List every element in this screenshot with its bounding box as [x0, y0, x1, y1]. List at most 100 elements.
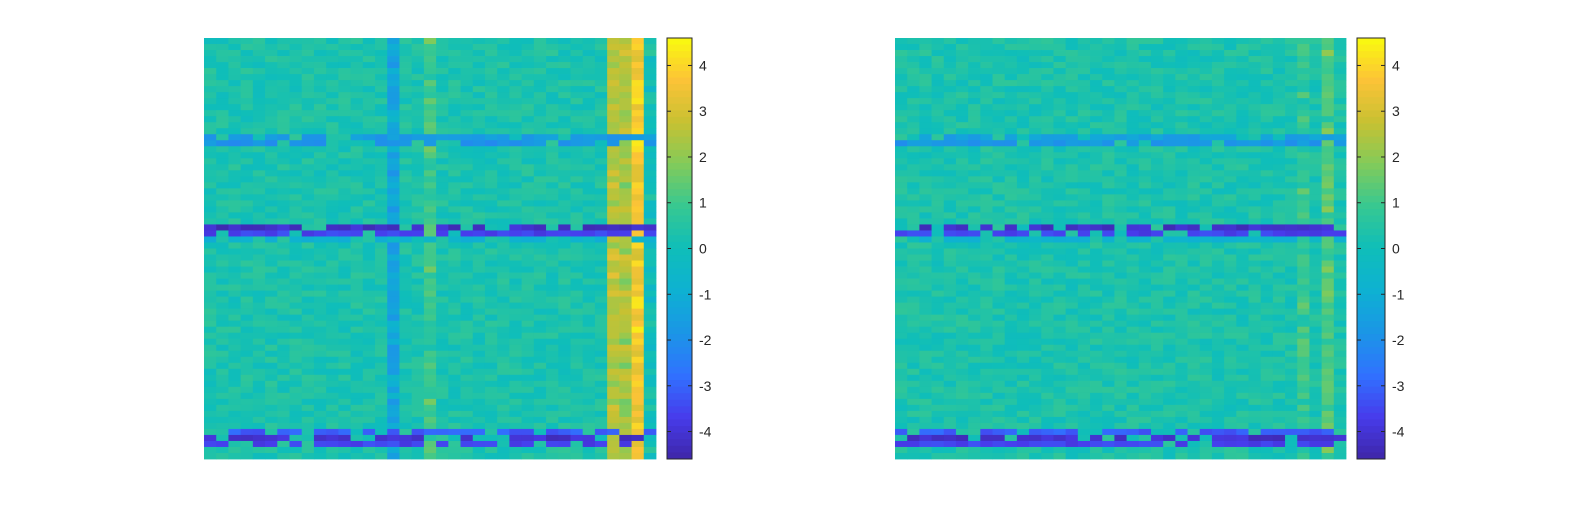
heatmap-cell	[607, 380, 620, 388]
heatmap-cell	[472, 188, 486, 195]
heatmap-cell	[338, 254, 351, 261]
heatmap-cell	[472, 356, 486, 364]
heatmap-cell	[362, 230, 376, 237]
heatmap-cell	[594, 44, 608, 51]
heatmap-cell	[643, 284, 657, 291]
heatmap-cell	[1090, 38, 1103, 45]
heatmap-cell	[1260, 350, 1274, 358]
heatmap-cell	[216, 302, 229, 310]
heatmap-cell	[313, 128, 327, 135]
heatmap-cell	[1211, 284, 1225, 291]
colorbar-segment	[667, 202, 692, 210]
heatmap-cell	[326, 68, 339, 75]
heatmap-cell	[619, 404, 632, 412]
heatmap-cell	[931, 176, 945, 183]
heatmap-cell	[570, 116, 584, 123]
heatmap-cell	[411, 230, 425, 237]
heatmap-cell	[387, 344, 400, 352]
heatmap-cell	[1297, 332, 1310, 340]
heatmap-cell	[472, 422, 486, 430]
heatmap-cell	[399, 194, 413, 201]
heatmap-cell	[423, 368, 437, 376]
heatmap-cell	[1297, 188, 1310, 195]
heatmap-cell	[1285, 170, 1298, 177]
heatmap-cell	[1248, 332, 1262, 340]
heatmap-cell	[1199, 350, 1213, 358]
heatmap-cell	[1224, 350, 1237, 358]
heatmap-cell	[228, 368, 242, 376]
heatmap-cell	[1211, 320, 1225, 328]
heatmap-cell	[643, 410, 657, 418]
heatmap-cell	[1175, 218, 1188, 225]
heatmap-cell	[301, 86, 315, 93]
heatmap-cell	[1333, 266, 1347, 273]
heatmap-cell	[1224, 152, 1237, 159]
heatmap-cell	[1150, 380, 1164, 388]
heatmap-cell	[1175, 374, 1188, 382]
heatmap-cell	[943, 170, 957, 177]
heatmap-cell	[1138, 146, 1152, 153]
heatmap-cell	[907, 368, 920, 376]
colorbar-segment	[667, 189, 692, 197]
heatmap-cell	[980, 104, 993, 111]
heatmap-cell	[301, 164, 315, 171]
heatmap-cell	[472, 284, 486, 291]
heatmap-cell	[326, 182, 339, 189]
heatmap-cell	[1029, 314, 1042, 322]
heatmap-cell	[228, 200, 242, 207]
heatmap-cell	[1041, 296, 1054, 304]
heatmap-cell	[375, 146, 388, 153]
heatmap-cell	[1041, 314, 1054, 322]
heatmap-cell	[265, 416, 278, 424]
heatmap-cell	[472, 272, 486, 279]
heatmap-cell	[1236, 326, 1249, 334]
heatmap-cell	[204, 104, 217, 111]
heatmap-cell	[631, 158, 645, 165]
heatmap-cell	[387, 356, 400, 364]
heatmap-cell	[204, 44, 217, 51]
heatmap-cell	[1297, 380, 1310, 388]
heatmap-cell	[436, 158, 449, 165]
heatmap-cell	[1090, 320, 1103, 328]
heatmap-cell	[1163, 212, 1176, 219]
heatmap-cell	[497, 200, 510, 207]
heatmap-cell	[570, 296, 584, 304]
heatmap-cell	[1272, 122, 1286, 129]
heatmap-cell	[1248, 368, 1262, 376]
heatmap-cell	[472, 452, 486, 460]
heatmap-cell	[980, 56, 993, 63]
heatmap-cell	[582, 80, 596, 87]
heatmap-cell	[1248, 116, 1262, 123]
heatmap-cell	[289, 128, 303, 135]
heatmap-cell	[252, 206, 266, 213]
heatmap-cell	[931, 230, 945, 237]
heatmap-cell	[1163, 44, 1176, 51]
heatmap-cell	[943, 182, 957, 189]
heatmap-cell	[1309, 308, 1323, 316]
heatmap-cell	[919, 332, 932, 340]
heatmap-cell	[619, 326, 632, 334]
heatmap-cell	[1004, 170, 1018, 177]
heatmap-cell	[423, 326, 437, 334]
heatmap-cell	[265, 392, 278, 400]
heatmap-cell	[265, 50, 278, 57]
heatmap-cell	[448, 362, 461, 370]
heatmap-cell	[907, 140, 920, 147]
heatmap-cell	[277, 128, 290, 135]
heatmap-cell	[992, 296, 1006, 304]
heatmap-cell	[1236, 170, 1249, 177]
heatmap-cell	[919, 362, 932, 370]
heatmap-cell	[436, 320, 449, 328]
heatmap-cell	[1175, 326, 1188, 334]
heatmap-cell	[375, 38, 388, 45]
heatmap-cell	[895, 272, 908, 279]
heatmap-cell	[423, 422, 437, 430]
heatmap-cell	[907, 122, 920, 129]
heatmap-cell	[1285, 392, 1298, 400]
heatmap-cell	[472, 320, 486, 328]
heatmap-cell	[1065, 242, 1079, 249]
heatmap-cell	[631, 410, 645, 418]
heatmap-cell	[252, 170, 266, 177]
heatmap-cell	[907, 392, 920, 400]
heatmap-cell	[980, 248, 993, 255]
